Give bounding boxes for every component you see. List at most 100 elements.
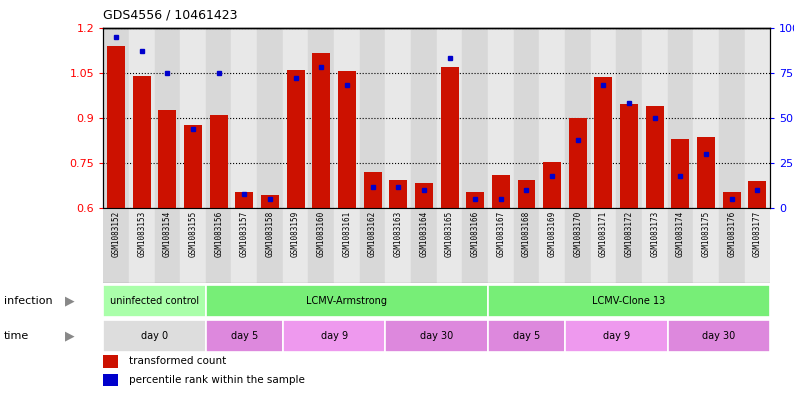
Bar bbox=[719, 208, 745, 283]
Bar bbox=[646, 106, 664, 208]
Bar bbox=[642, 28, 668, 208]
Bar bbox=[308, 208, 334, 283]
Bar bbox=[514, 208, 539, 283]
Bar bbox=[749, 181, 766, 208]
Bar bbox=[668, 320, 770, 352]
Bar bbox=[591, 28, 616, 208]
Bar bbox=[385, 208, 411, 283]
Text: GSM1083158: GSM1083158 bbox=[265, 211, 275, 257]
Bar bbox=[415, 183, 433, 208]
Bar bbox=[155, 28, 180, 208]
Bar bbox=[745, 208, 770, 283]
Bar bbox=[565, 320, 668, 352]
Text: LCMV-Armstrong: LCMV-Armstrong bbox=[306, 296, 387, 306]
Text: GSM1083165: GSM1083165 bbox=[445, 211, 454, 257]
Text: GSM1083174: GSM1083174 bbox=[676, 211, 685, 257]
Text: GSM1083159: GSM1083159 bbox=[291, 211, 300, 257]
Text: GDS4556 / 10461423: GDS4556 / 10461423 bbox=[103, 9, 237, 22]
Text: day 5: day 5 bbox=[231, 331, 258, 341]
Bar bbox=[385, 28, 411, 208]
Bar bbox=[565, 28, 591, 208]
Bar bbox=[206, 28, 232, 208]
Bar bbox=[334, 208, 360, 283]
Bar bbox=[488, 208, 514, 283]
Bar bbox=[697, 138, 715, 208]
Bar bbox=[693, 208, 719, 283]
Bar bbox=[441, 67, 458, 208]
Bar bbox=[283, 28, 308, 208]
Bar bbox=[232, 28, 257, 208]
Text: LCMV-Clone 13: LCMV-Clone 13 bbox=[592, 296, 665, 306]
Bar bbox=[462, 208, 488, 283]
Text: ▶: ▶ bbox=[65, 294, 75, 307]
Bar bbox=[642, 208, 668, 283]
Bar bbox=[591, 208, 616, 283]
Bar bbox=[462, 28, 488, 208]
Text: GSM1083162: GSM1083162 bbox=[368, 211, 377, 257]
Bar bbox=[334, 28, 360, 208]
Bar bbox=[723, 192, 741, 208]
Text: GSM1083157: GSM1083157 bbox=[240, 211, 249, 257]
Text: GSM1083163: GSM1083163 bbox=[394, 211, 403, 257]
Bar bbox=[133, 76, 151, 208]
Bar bbox=[411, 208, 437, 283]
Text: GSM1083160: GSM1083160 bbox=[317, 211, 326, 257]
Bar bbox=[283, 320, 385, 352]
Bar bbox=[488, 320, 565, 352]
Text: GSM1083161: GSM1083161 bbox=[342, 211, 352, 257]
Bar bbox=[360, 28, 385, 208]
Bar bbox=[287, 70, 305, 208]
Text: GSM1083171: GSM1083171 bbox=[599, 211, 608, 257]
Bar bbox=[103, 320, 206, 352]
Text: transformed count: transformed count bbox=[129, 356, 225, 367]
Text: GSM1083168: GSM1083168 bbox=[522, 211, 531, 257]
Text: GSM1083170: GSM1083170 bbox=[573, 211, 582, 257]
Bar bbox=[385, 320, 488, 352]
Bar bbox=[206, 320, 283, 352]
Bar bbox=[466, 192, 484, 208]
Text: time: time bbox=[4, 331, 29, 341]
Bar bbox=[668, 208, 693, 283]
Text: GSM1083177: GSM1083177 bbox=[753, 211, 762, 257]
Text: day 0: day 0 bbox=[141, 331, 168, 341]
Bar bbox=[514, 28, 539, 208]
Bar bbox=[180, 28, 206, 208]
Text: GSM1083154: GSM1083154 bbox=[163, 211, 172, 257]
Text: GSM1083175: GSM1083175 bbox=[702, 211, 711, 257]
Bar bbox=[103, 355, 118, 368]
Bar bbox=[180, 208, 206, 283]
Bar bbox=[488, 285, 770, 317]
Text: GSM1083167: GSM1083167 bbox=[496, 211, 505, 257]
Bar bbox=[565, 208, 591, 283]
Bar bbox=[569, 118, 587, 208]
Bar bbox=[158, 110, 176, 208]
Bar bbox=[595, 77, 612, 208]
Bar bbox=[312, 53, 330, 208]
Text: GSM1083172: GSM1083172 bbox=[625, 211, 634, 257]
Bar bbox=[539, 208, 565, 283]
Bar bbox=[745, 28, 770, 208]
Bar bbox=[668, 28, 693, 208]
Bar bbox=[620, 104, 638, 208]
Bar bbox=[389, 180, 407, 208]
Bar bbox=[719, 28, 745, 208]
Bar bbox=[437, 28, 462, 208]
Bar bbox=[103, 208, 129, 283]
Text: GSM1083156: GSM1083156 bbox=[214, 211, 223, 257]
Bar bbox=[155, 208, 180, 283]
Text: GSM1083153: GSM1083153 bbox=[137, 211, 146, 257]
Bar bbox=[543, 162, 561, 208]
Text: day 5: day 5 bbox=[513, 331, 540, 341]
Bar bbox=[693, 28, 719, 208]
Text: GSM1083176: GSM1083176 bbox=[727, 211, 736, 257]
Bar bbox=[103, 373, 118, 386]
Bar bbox=[283, 208, 308, 283]
Bar bbox=[338, 71, 356, 208]
Bar bbox=[411, 28, 437, 208]
Bar bbox=[257, 208, 283, 283]
Bar bbox=[518, 180, 535, 208]
Bar bbox=[616, 208, 642, 283]
Text: GSM1083169: GSM1083169 bbox=[548, 211, 557, 257]
Text: day 30: day 30 bbox=[420, 331, 453, 341]
Text: infection: infection bbox=[4, 296, 52, 306]
